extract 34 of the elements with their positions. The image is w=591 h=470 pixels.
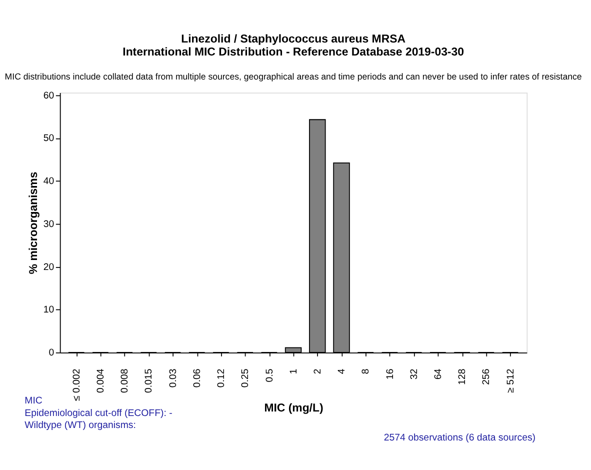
- y-tick-label: 50: [43, 133, 54, 144]
- x-tick-label: 16: [384, 368, 396, 380]
- x-tick-label: 4: [336, 368, 348, 374]
- text: Epidemiological cut-off (ECOFF): -: [24, 408, 172, 419]
- x-tick-label: 128: [457, 368, 468, 385]
- y-tick-label: 10: [43, 304, 54, 316]
- x-tick-label: 0.015: [144, 368, 155, 393]
- x-tick-label: 32: [408, 368, 420, 380]
- x-tick-label: 2: [312, 368, 324, 374]
- chart-subtitle: MIC distributions include collated data from multiple sources, geographical areas and time periods and can never be used to infer rates of resistance: [4, 71, 582, 82]
- x-tick-label: 0.03: [168, 368, 179, 388]
- y-axis-title: % microorganisms: [28, 172, 40, 274]
- y-tick-label: 0: [48, 348, 54, 359]
- x-tick-label: 64: [433, 368, 444, 380]
- x-tick-label: 0.008: [120, 368, 131, 393]
- x-tick-label: 0.12: [216, 368, 228, 388]
- x-tick-label: ≤ 0.002: [71, 368, 82, 401]
- x-tick-label: 0.004: [96, 368, 107, 393]
- text: MIC: [24, 396, 42, 407]
- x-tick-label: 8: [360, 368, 372, 374]
- text: Wildtype (WT) organisms:: [24, 420, 136, 432]
- x-tick-label: 0.25: [240, 368, 252, 388]
- y-tick-label: 40: [43, 176, 54, 188]
- x-tick-label: 256: [481, 368, 492, 385]
- x-tick-label: 1: [288, 368, 300, 374]
- chart-title: Linezolid / Staphylococcus aureus MRSA International MIC Distribution - Reference Database 2019-03-30: [122, 33, 464, 59]
- x-axis-title: MIC (mg/L): [264, 402, 324, 415]
- x-tick-label: 0.06: [192, 368, 203, 388]
- x-tick-label: ≥ 512: [505, 368, 516, 393]
- text: 2574 observations (6 data sources): [384, 432, 536, 444]
- y-tick-label: 30: [43, 218, 54, 230]
- x-tick-label: 0.5: [264, 368, 276, 382]
- y-tick-label: 20: [43, 262, 54, 273]
- y-tick-label: 60: [43, 90, 54, 102]
